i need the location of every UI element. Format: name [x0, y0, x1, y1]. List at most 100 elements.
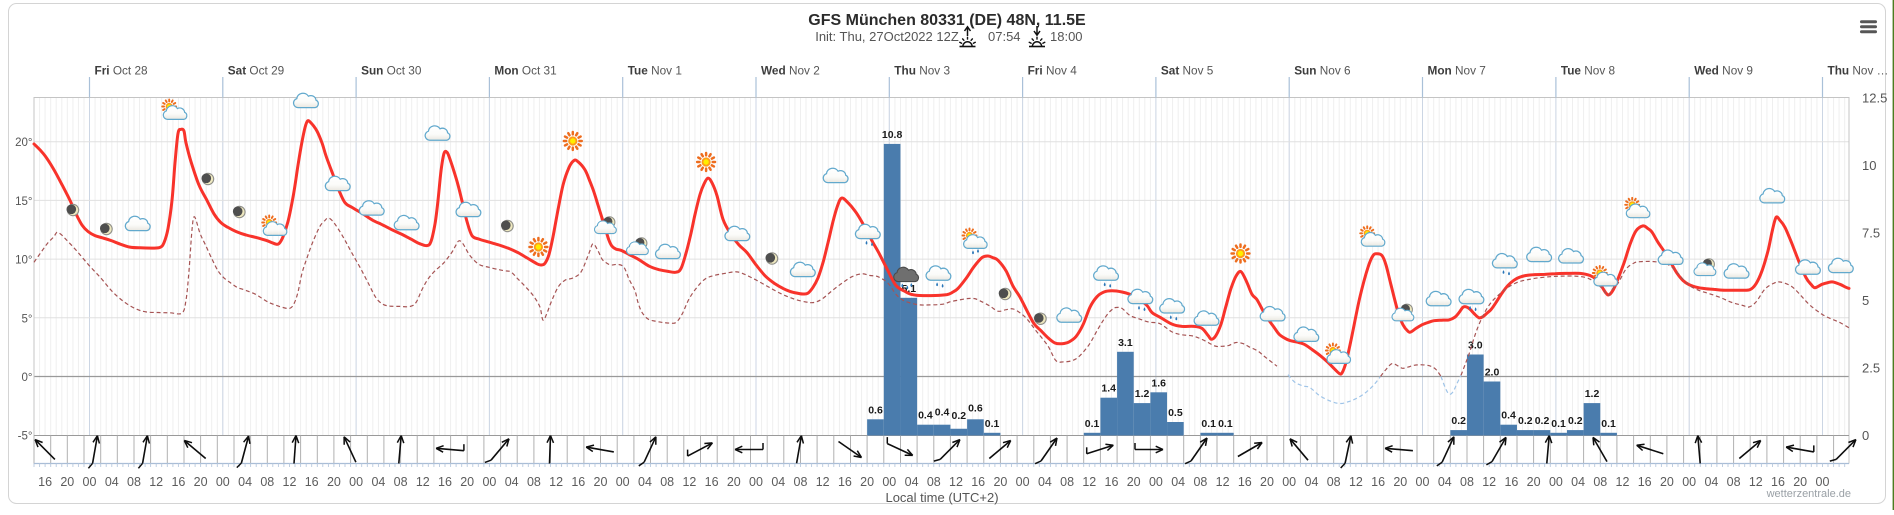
svg-text:Wed Nov 2: Wed Nov 2 — [761, 64, 820, 78]
svg-text:20: 20 — [1260, 475, 1274, 489]
svg-text:20: 20 — [860, 475, 874, 489]
svg-text:12: 12 — [1349, 475, 1363, 489]
svg-text:0.6: 0.6 — [968, 402, 983, 414]
svg-text:0.1: 0.1 — [1551, 418, 1566, 430]
svg-text:1.2: 1.2 — [1585, 388, 1600, 400]
svg-text:00: 00 — [1016, 475, 1030, 489]
svg-text:1.4: 1.4 — [1101, 383, 1116, 395]
svg-text:0.4: 0.4 — [935, 407, 950, 419]
svg-text:16: 16 — [1105, 475, 1119, 489]
svg-text:Mon Nov 7: Mon Nov 7 — [1428, 64, 1486, 78]
svg-text:Thu Nov …: Thu Nov … — [1828, 64, 1889, 78]
svg-text:16: 16 — [971, 475, 985, 489]
svg-text:12: 12 — [416, 475, 430, 489]
svg-text:16: 16 — [305, 475, 319, 489]
svg-text:5°: 5° — [22, 313, 33, 325]
svg-text:Wed Nov 9: Wed Nov 9 — [1694, 64, 1753, 78]
svg-text:08: 08 — [527, 475, 541, 489]
svg-text:12.5: 12.5 — [1862, 91, 1887, 106]
svg-text:12: 12 — [949, 475, 963, 489]
svg-text:08: 08 — [1327, 475, 1341, 489]
svg-text:7.5: 7.5 — [1862, 226, 1880, 241]
svg-text:04: 04 — [105, 475, 119, 489]
svg-text:00: 00 — [1816, 475, 1830, 489]
svg-text:00: 00 — [1149, 475, 1163, 489]
svg-text:2.0: 2.0 — [1485, 367, 1500, 379]
svg-text:0.2: 0.2 — [951, 410, 966, 422]
svg-text:04: 04 — [638, 475, 652, 489]
svg-text:08: 08 — [1593, 475, 1607, 489]
svg-text:12: 12 — [149, 475, 163, 489]
svg-text:0.5: 0.5 — [1168, 407, 1183, 419]
svg-text:08: 08 — [660, 475, 674, 489]
svg-text:00: 00 — [882, 475, 896, 489]
svg-text:04: 04 — [1438, 475, 1452, 489]
svg-text:00: 00 — [83, 475, 97, 489]
svg-text:Mon Oct 31: Mon Oct 31 — [494, 64, 556, 78]
svg-text:00: 00 — [349, 475, 363, 489]
svg-text:07:54: 07:54 — [988, 29, 1021, 44]
svg-text:Tue Nov 1: Tue Nov 1 — [628, 64, 682, 78]
svg-text:12: 12 — [283, 475, 297, 489]
svg-text:Local time (UTC+2): Local time (UTC+2) — [885, 490, 998, 505]
svg-text:0.6: 0.6 — [868, 404, 883, 416]
svg-text:16: 16 — [171, 475, 185, 489]
svg-text:16: 16 — [1371, 475, 1385, 489]
svg-text:04: 04 — [371, 475, 385, 489]
svg-text:20: 20 — [60, 475, 74, 489]
svg-text:Thu Nov 3: Thu Nov 3 — [894, 64, 950, 78]
svg-text:0.1: 0.1 — [1085, 418, 1100, 430]
svg-text:12: 12 — [1749, 475, 1763, 489]
svg-text:10.8: 10.8 — [882, 129, 903, 141]
svg-text:0°: 0° — [22, 372, 33, 384]
svg-text:00: 00 — [216, 475, 230, 489]
svg-text:Sat Oct 29: Sat Oct 29 — [228, 64, 284, 78]
svg-text:00: 00 — [1416, 475, 1430, 489]
svg-text:12: 12 — [549, 475, 563, 489]
svg-text:20: 20 — [194, 475, 208, 489]
svg-text:20: 20 — [327, 475, 341, 489]
svg-text:00: 00 — [482, 475, 496, 489]
svg-text:GFS München 80331 (DE) 48N, 11: GFS München 80331 (DE) 48N, 11.5E — [808, 12, 1086, 29]
svg-text:Sun Oct 30: Sun Oct 30 — [361, 64, 422, 78]
svg-text:20°: 20° — [15, 137, 32, 149]
svg-text:08: 08 — [1193, 475, 1207, 489]
svg-text:12: 12 — [682, 475, 696, 489]
svg-text:16: 16 — [1504, 475, 1518, 489]
svg-text:16: 16 — [1238, 475, 1252, 489]
svg-text:08: 08 — [127, 475, 141, 489]
svg-text:1.6: 1.6 — [1151, 377, 1166, 389]
svg-text:-5°: -5° — [18, 431, 33, 443]
svg-text:0.4: 0.4 — [918, 410, 933, 422]
svg-text:Init: Thu, 27Oct2022 12Z: Init: Thu, 27Oct2022 12Z — [815, 29, 959, 44]
svg-text:0: 0 — [1862, 428, 1869, 443]
svg-text:04: 04 — [1571, 475, 1585, 489]
svg-text:08: 08 — [1727, 475, 1741, 489]
svg-text:08: 08 — [1060, 475, 1074, 489]
svg-text:12: 12 — [1216, 475, 1230, 489]
svg-text:04: 04 — [1038, 475, 1052, 489]
svg-text:04: 04 — [771, 475, 785, 489]
svg-text:3.1: 3.1 — [1118, 337, 1133, 349]
svg-text:04: 04 — [1305, 475, 1319, 489]
svg-text:08: 08 — [260, 475, 274, 489]
svg-text:04: 04 — [1171, 475, 1185, 489]
svg-text:08: 08 — [927, 475, 941, 489]
svg-text:18:00: 18:00 — [1050, 29, 1083, 44]
svg-text:08: 08 — [394, 475, 408, 489]
svg-text:Fri Oct 28: Fri Oct 28 — [95, 64, 149, 78]
svg-text:00: 00 — [1549, 475, 1563, 489]
svg-text:20: 20 — [460, 475, 474, 489]
svg-text:0.2: 0.2 — [1451, 415, 1466, 427]
svg-text:0.2: 0.2 — [1518, 415, 1533, 427]
svg-text:0.1: 0.1 — [1218, 418, 1233, 430]
svg-text:04: 04 — [238, 475, 252, 489]
svg-text:12: 12 — [816, 475, 830, 489]
svg-text:16: 16 — [1771, 475, 1785, 489]
svg-text:00: 00 — [749, 475, 763, 489]
svg-text:Tue Nov 8: Tue Nov 8 — [1561, 64, 1616, 78]
svg-text:0.1: 0.1 — [1201, 418, 1216, 430]
svg-text:20: 20 — [594, 475, 608, 489]
svg-text:16: 16 — [438, 475, 452, 489]
svg-text:16: 16 — [705, 475, 719, 489]
